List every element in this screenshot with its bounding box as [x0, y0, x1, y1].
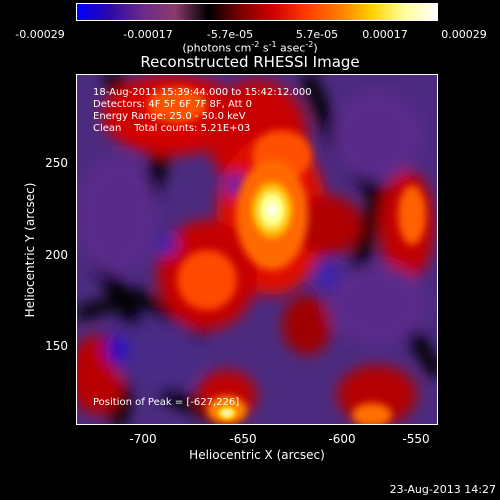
x-tick-label: -650: [229, 432, 257, 446]
annotation-peak-position: Position of Peak = [-627,226]: [93, 397, 240, 408]
y-tick-label: 200: [45, 248, 68, 262]
colorbar-units: (photons cm-2 s-1 asec-2): [182, 40, 318, 55]
y-tick-label: 250: [45, 156, 68, 170]
y-tick-label: 150: [45, 339, 68, 353]
annotation-energy-range: Energy Range: 25.0 - 50.0 keV: [93, 111, 246, 122]
x-tick-label: -700: [129, 432, 157, 446]
colorbar: [76, 3, 438, 21]
annotation-time-range: 18-Aug-2011 15:39:44.000 to 15:42:12.000: [93, 87, 312, 98]
rhessi-image-graphic: [77, 75, 437, 424]
plot-title: Reconstructed RHESSI Image: [140, 53, 360, 71]
rhessi-image-map: [76, 74, 438, 425]
annotation-detectors: Detectors: 4F 5F 6F 7F 8F, Att 0: [93, 99, 253, 110]
annotation-clean-counts: Clean Total counts: 5.21E+03: [93, 123, 251, 134]
colorbar-tick-label: 0.00017: [362, 28, 408, 41]
colorbar-tick-label: 5.7e-05: [295, 28, 339, 41]
colorbar-tick-label: -0.00029: [15, 28, 65, 41]
y-axis-label: Heliocentric Y (arcsec): [23, 182, 37, 318]
x-tick-label: -600: [328, 432, 356, 446]
timestamp: 23-Aug-2013 14:27: [389, 483, 496, 496]
colorbar-tick-label: -5.7e-05: [206, 28, 254, 41]
x-axis-label: Heliocentric X (arcsec): [189, 448, 325, 462]
colorbar-tick-label: -0.00017: [123, 28, 173, 41]
colorbar-tick-label: 0.00029: [441, 28, 487, 41]
x-tick-label: -550: [402, 432, 430, 446]
